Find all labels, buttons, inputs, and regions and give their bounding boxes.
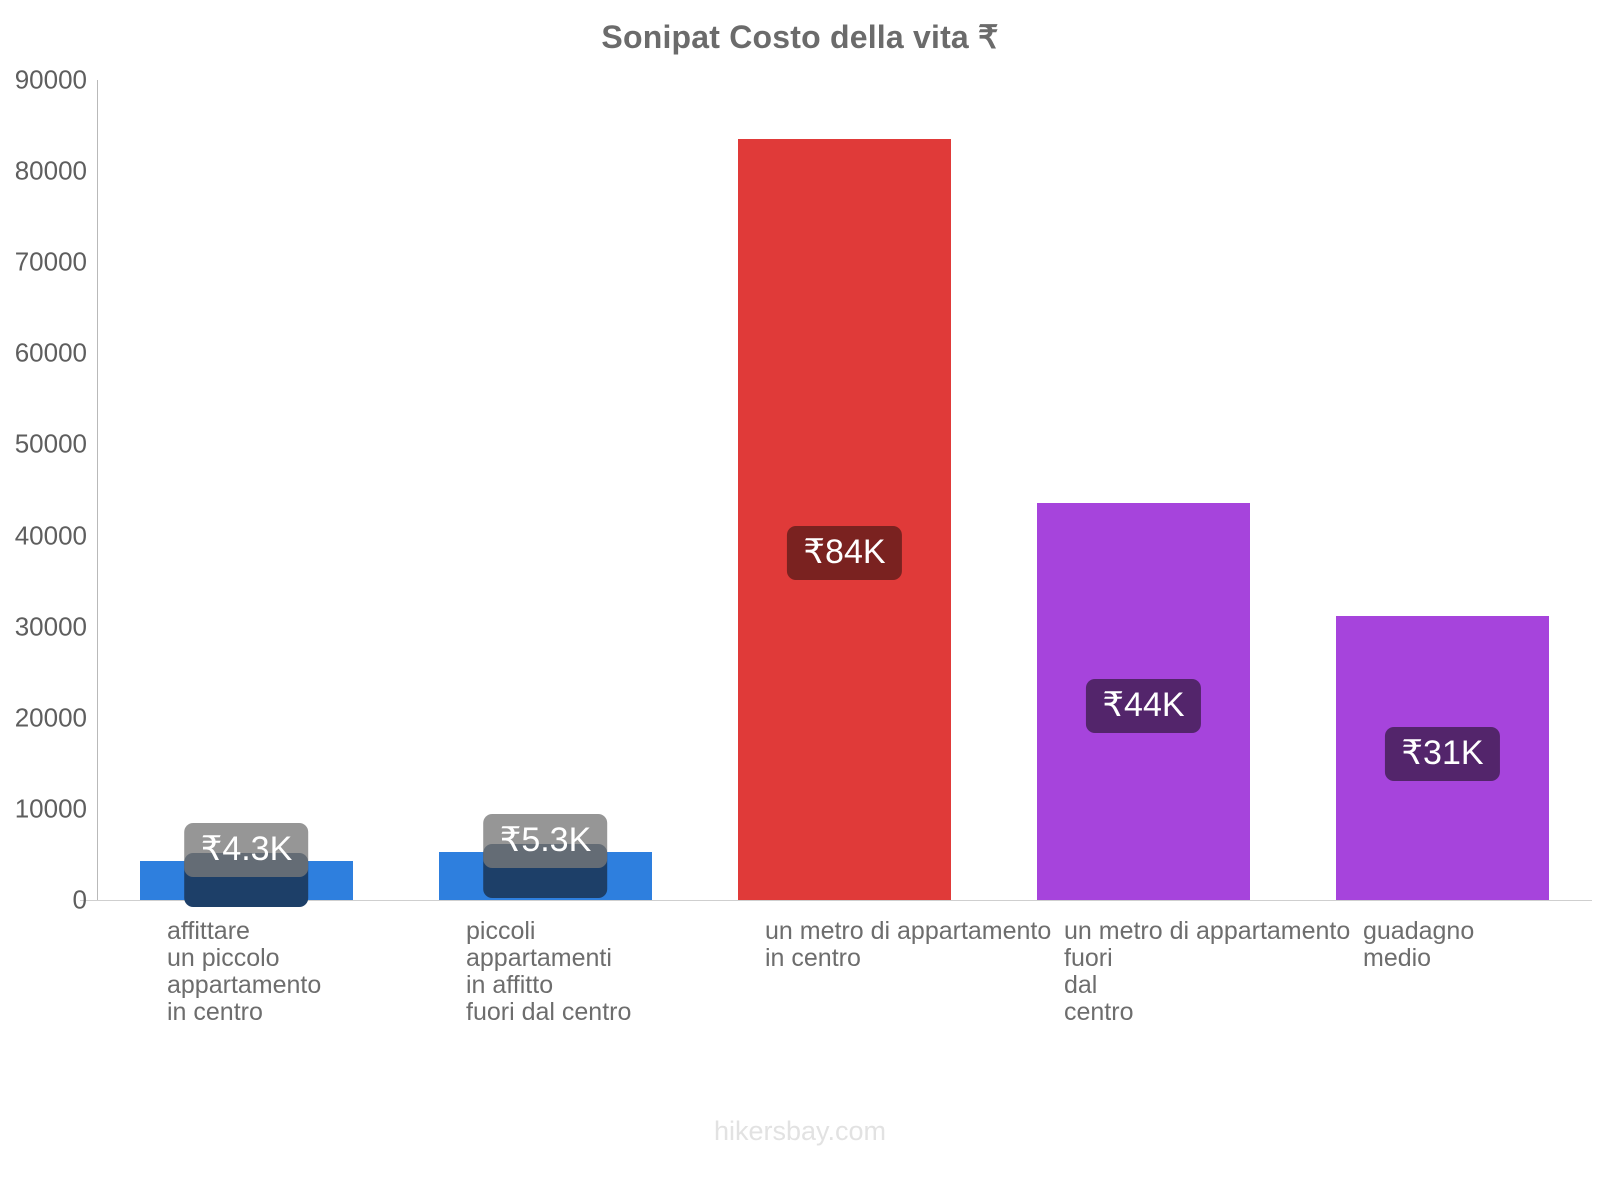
chart-title: Sonipat Costo della vita ₹ <box>601 19 999 55</box>
plot-area: ₹4.3K₹4.3K ₹5.3K₹5.3K ₹84K₹84K ₹44K₹44K ₹31K… <box>97 80 1592 907</box>
x-axis-category-label: guadagno medio <box>1363 917 1475 972</box>
x-axis-category-label: un metro di appartamento fuori dal centr… <box>1064 917 1351 1026</box>
bar-group: ₹31K₹31K <box>1336 80 1549 900</box>
y-axis-tick-label: 30000 <box>14 611 87 642</box>
x-axis-category-label: piccoli appartamenti in affitto fuori da… <box>466 917 632 1026</box>
bar-value-label: ₹84K <box>787 526 902 581</box>
bar-value-label: ₹44K <box>1086 679 1201 734</box>
bar-value-label: ₹4.3K <box>184 822 309 877</box>
y-axis-tick-label: 50000 <box>14 428 87 459</box>
y-axis-tick-label: 70000 <box>14 246 87 277</box>
y-axis-tick-label: 0 <box>72 884 87 915</box>
x-axis-line <box>80 900 1592 901</box>
bar[interactable] <box>738 139 951 900</box>
y-axis-tick-label: 20000 <box>14 702 87 733</box>
y-axis-tick-label: 90000 <box>14 64 87 95</box>
x-axis-category-label: affittare un piccolo appartamento in cen… <box>167 917 322 1026</box>
footer-credit: hikersbay.com <box>713 1116 887 1146</box>
bar-group: ₹4.3K₹4.3K <box>140 80 353 907</box>
bar-value-label: ₹5.3K <box>483 813 608 868</box>
y-axis-tick-label: 10000 <box>14 793 87 824</box>
bar-group: ₹44K₹44K <box>1037 80 1250 900</box>
y-axis-line <box>97 80 98 901</box>
y-axis-tick-label: 60000 <box>14 337 87 368</box>
x-axis-category-label: un metro di appartamento in centro <box>765 917 1052 972</box>
bar-group: ₹5.3K₹5.3K <box>439 80 652 900</box>
y-axis-tick-label: 40000 <box>14 520 87 551</box>
y-axis-tick-label: 80000 <box>14 155 87 186</box>
bar-group: ₹84K₹84K <box>738 80 951 900</box>
bar-value-label: ₹31K <box>1385 726 1500 781</box>
